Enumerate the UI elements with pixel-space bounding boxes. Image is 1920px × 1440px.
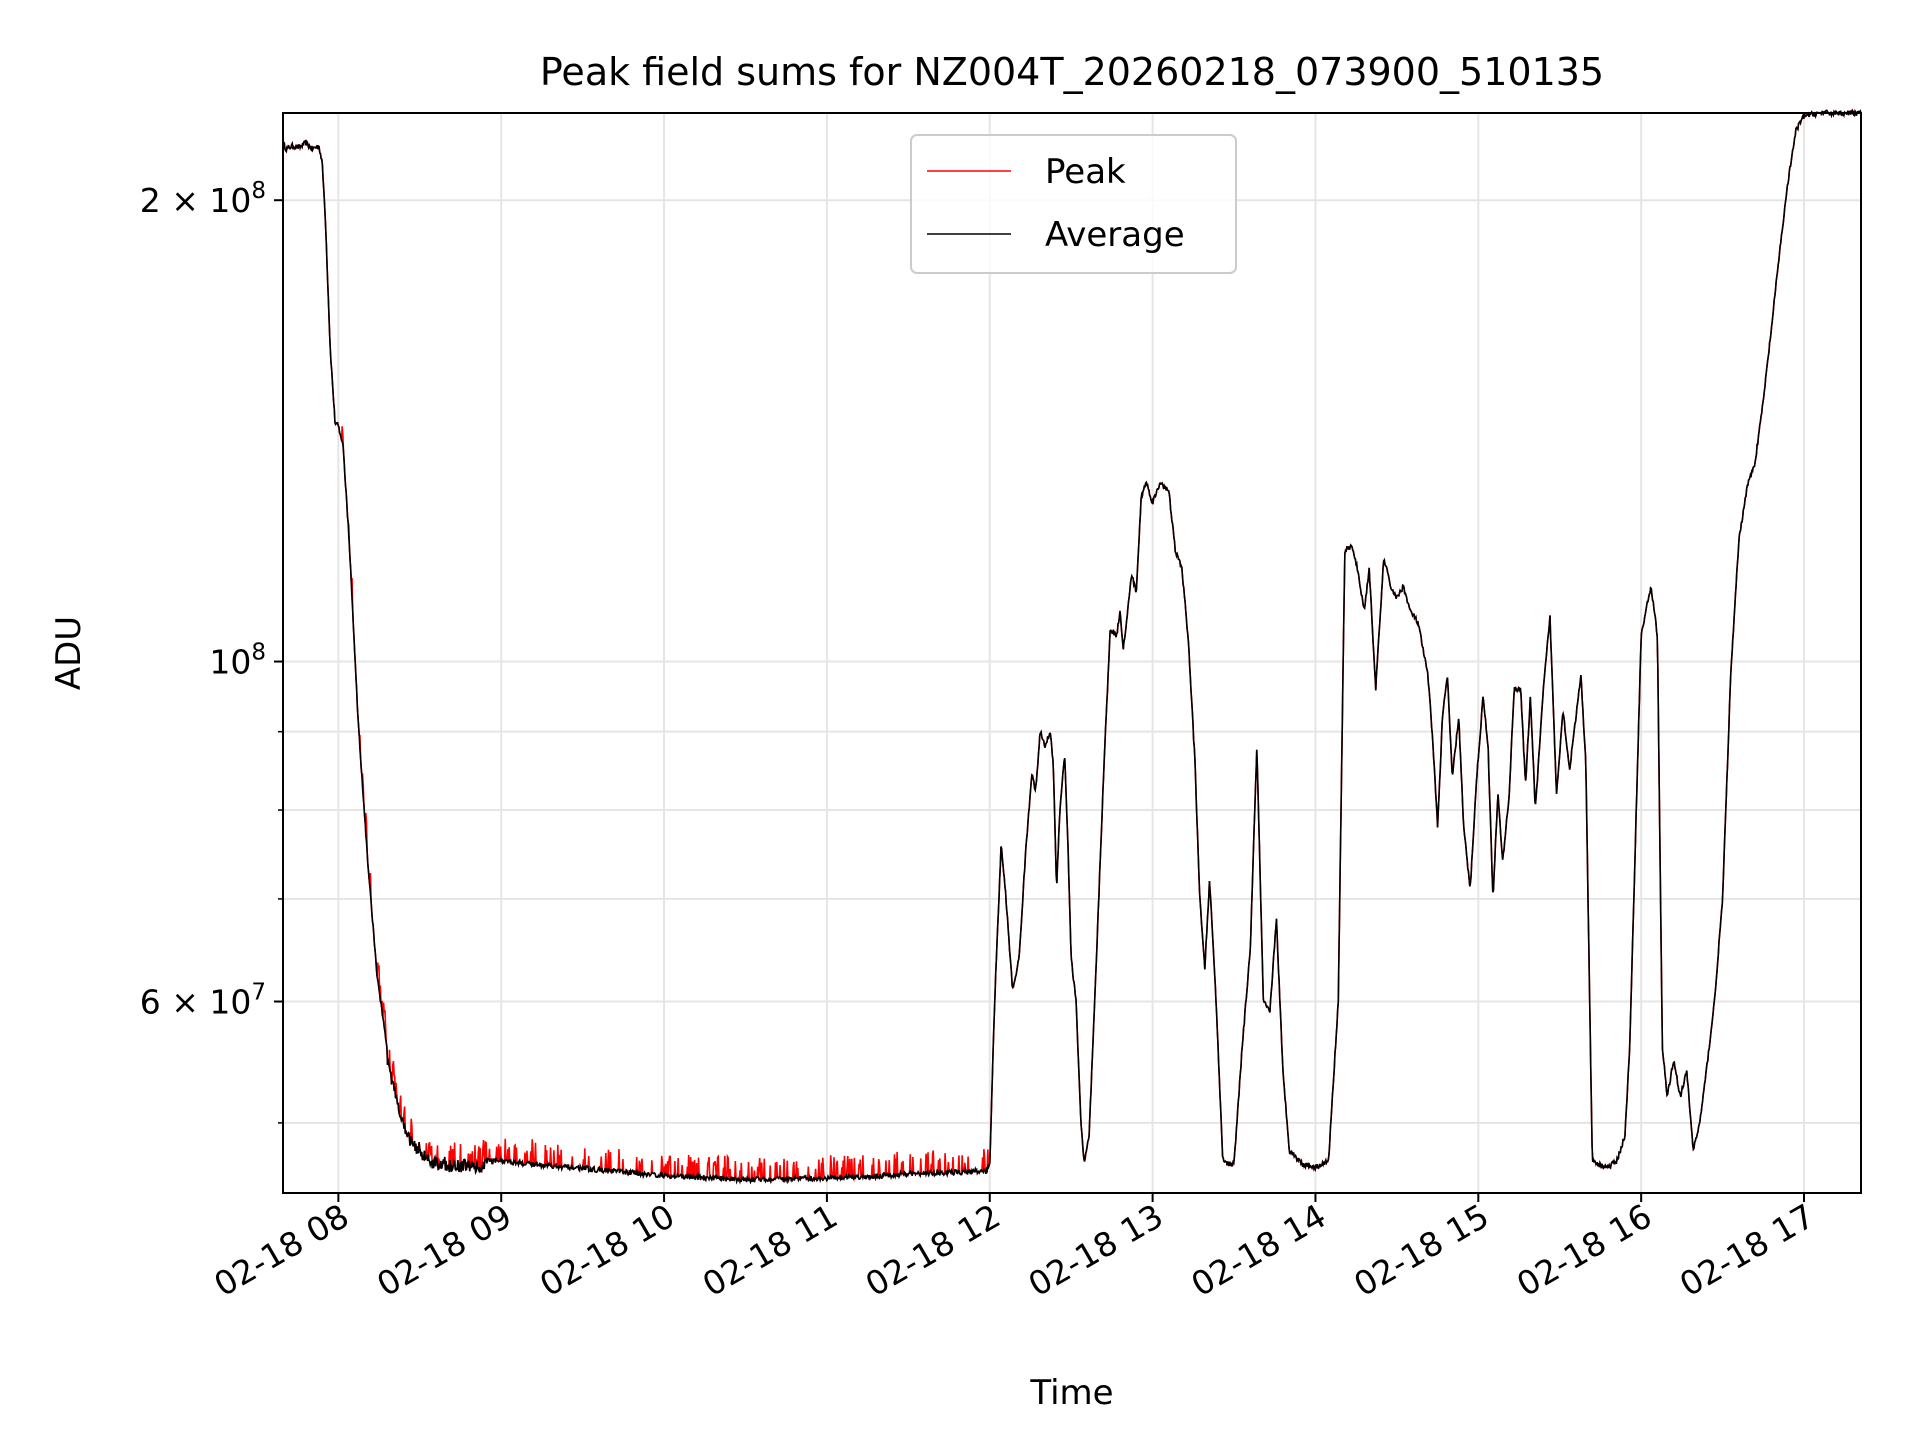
y-axis-label: ADU — [49, 616, 89, 690]
series-layer — [282, 108, 1862, 1185]
legend-box — [910, 134, 1237, 274]
legend-label-average: Average — [1045, 215, 1185, 255]
y-tick-label: 108 — [209, 640, 266, 682]
chart-title: Peak field sums for NZ004T_20260218_0739… — [540, 50, 1604, 94]
y-tick-label: 2 × 108 — [140, 178, 266, 220]
plot-frame — [282, 112, 1862, 1194]
x-axis-label: Time — [1029, 1373, 1113, 1413]
series-line-average — [282, 108, 1862, 1185]
y-tick-label: 6 × 107 — [140, 980, 266, 1022]
grid — [283, 113, 1861, 1193]
legend-label-peak: Peak — [1045, 152, 1126, 192]
legend: Peak Average — [910, 134, 1237, 274]
